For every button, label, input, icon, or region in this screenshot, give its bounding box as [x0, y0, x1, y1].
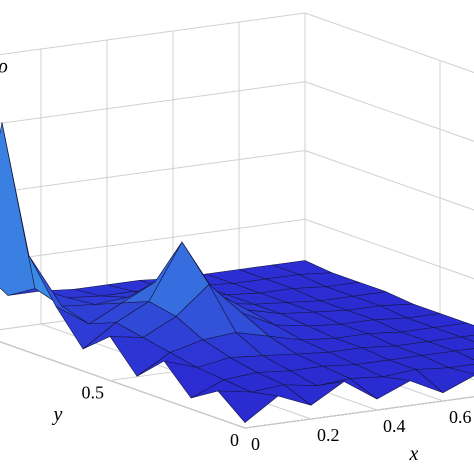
x-axis-title: x [409, 443, 419, 465]
grid-line [304, 12, 474, 73]
grid-line [0, 12, 306, 56]
y-tick-label: 0 [230, 430, 239, 450]
axis-labels: 00.20.40.60.8100.51xyρ [0, 56, 472, 466]
y-tick-label: 0.5 [82, 383, 105, 403]
grid-line [304, 218, 474, 280]
surface-facet [217, 390, 279, 423]
axes-grid [0, 12, 474, 429]
y-axis-title: y [52, 404, 63, 426]
grid-line [0, 218, 306, 262]
surface-facet [0, 122, 36, 296]
grid-line [304, 81, 474, 142]
grid-line [0, 150, 306, 193]
x-tick-label: 0.6 [449, 407, 472, 427]
z-axis-title: ρ [0, 56, 8, 78]
x-tick-label: 0.4 [383, 416, 406, 436]
x-tick-label: 0.2 [317, 425, 340, 445]
grid-line [0, 81, 306, 124]
x-tick-label: 0 [251, 434, 260, 454]
grid-line [304, 150, 474, 211]
grid-line [244, 396, 474, 429]
surface [0, 122, 474, 423]
